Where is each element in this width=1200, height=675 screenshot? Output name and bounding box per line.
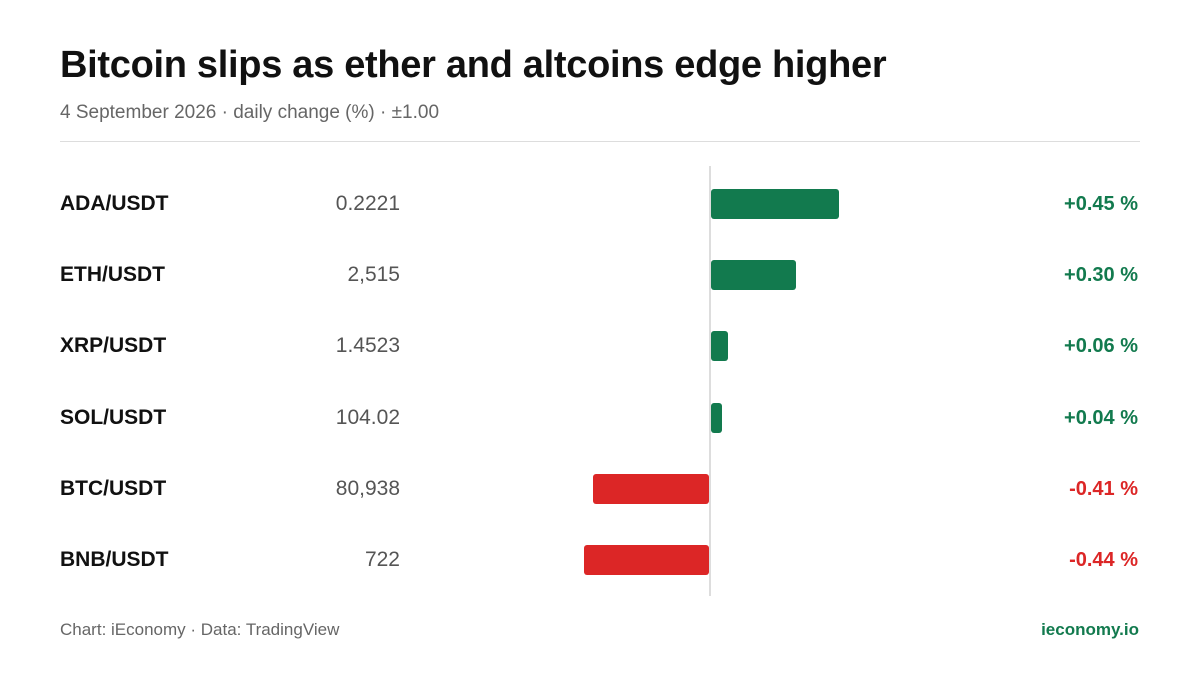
change-label: +0.04 % (1064, 406, 1138, 429)
change-label: +0.06 % (1064, 335, 1138, 358)
change-label: -0.44 % (1069, 549, 1138, 571)
change-label: +0.30 % (1064, 264, 1138, 287)
price-value: 1.4523 (335, 334, 400, 358)
pair-label: XRP/USDT (60, 334, 167, 358)
chart-row: ETH/USDT 2,515 +0.30 % (0, 255, 1200, 295)
chart-subtitle: 4 September 2026 · daily change (%) · ±1… (60, 102, 440, 123)
price-value: 722 (364, 548, 400, 571)
change-label: +0.45 % (1064, 193, 1138, 215)
bar-negative (584, 545, 709, 575)
chart-row: XRP/USDT 1.4523 +0.06 % (0, 326, 1200, 366)
chart-row: BNB/USDT 722 -0.44 % (0, 540, 1200, 580)
bar-chart: ADA/USDT 0.2221 +0.45 % ETH/USDT 2,515 +0.30 … (0, 166, 1200, 596)
bar-positive (711, 189, 839, 219)
bar-positive (711, 260, 797, 291)
bar-positive (711, 402, 723, 433)
price-value: 2,515 (347, 263, 400, 287)
pair-label: ETH/USDT (60, 263, 165, 287)
price-value: 0.2221 (335, 192, 400, 215)
pair-label: SOL/USDT (60, 405, 167, 429)
chart-row: BTC/USDT 80,938 -0.41 % (0, 469, 1200, 509)
chart-row: SOL/USDT 104.02 +0.04 % (0, 398, 1200, 438)
bar-negative (592, 473, 709, 504)
header-divider (60, 141, 1140, 142)
pair-label: ADA/USDT (60, 192, 169, 215)
pair-label: BTC/USDT (60, 476, 167, 500)
chart-credit: Chart: iEconomy · Data: TradingView (60, 620, 340, 639)
pair-label: BNB/USDT (60, 548, 169, 571)
change-label: -0.41 % (1069, 477, 1138, 500)
chart-row: ADA/USDT 0.2221 +0.45 % (0, 184, 1200, 224)
price-value: 104.02 (335, 405, 400, 429)
chart-title: Bitcoin slips as ether and altcoins edge… (60, 44, 887, 86)
site-link[interactable]: ieconomy.io (1041, 620, 1139, 639)
zero-line (709, 166, 711, 596)
price-value: 80,938 (335, 476, 400, 500)
bar-positive (711, 331, 729, 362)
